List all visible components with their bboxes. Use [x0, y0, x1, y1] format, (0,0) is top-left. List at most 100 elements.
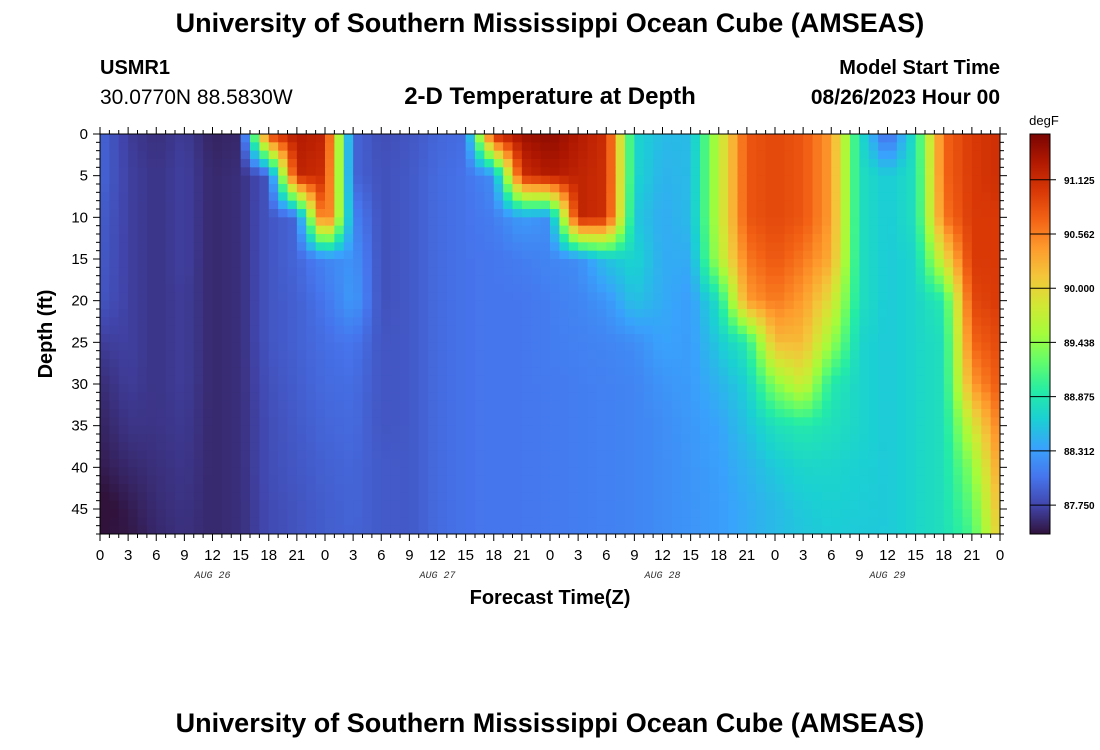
- heatmap-cell: [662, 184, 673, 193]
- heatmap-cell: [878, 309, 889, 318]
- heatmap-cell: [146, 384, 157, 393]
- heatmap-cell: [859, 375, 870, 385]
- heatmap-cell: [803, 292, 814, 302]
- heatmap-cell: [793, 234, 804, 243]
- heatmap-cell: [165, 300, 176, 310]
- heatmap-cell: [634, 450, 645, 460]
- heatmap-cell: [821, 525, 832, 534]
- heatmap-cell: [156, 150, 167, 160]
- heatmap-cell: [334, 400, 345, 410]
- heatmap-cell: [296, 134, 307, 143]
- heatmap-cell: [334, 442, 345, 452]
- heatmap-cell: [409, 150, 420, 160]
- heatmap-cell: [625, 342, 635, 352]
- heatmap-cell: [765, 217, 776, 227]
- heatmap-cell: [250, 417, 260, 427]
- heatmap-cell: [850, 142, 860, 152]
- heatmap-cell: [981, 467, 992, 477]
- heatmap-cell: [512, 134, 523, 143]
- heatmap-cell: [643, 325, 654, 335]
- heatmap-cell: [634, 459, 645, 468]
- heatmap-cell: [812, 259, 823, 268]
- heatmap-cell: [325, 234, 335, 243]
- heatmap-cell: [175, 284, 185, 293]
- heatmap-cell: [859, 467, 870, 477]
- heatmap-cell: [259, 200, 270, 210]
- heatmap-cell: [812, 484, 823, 493]
- heatmap-cell: [737, 284, 748, 293]
- heatmap-cell: [578, 259, 589, 268]
- heatmap-cell: [718, 309, 729, 318]
- heatmap-cell: [690, 325, 701, 335]
- heatmap-cell: [540, 517, 551, 527]
- heatmap-cell: [868, 509, 879, 518]
- heatmap-cell: [343, 225, 354, 235]
- heatmap-cell: [437, 342, 448, 352]
- heatmap-cell: [906, 417, 917, 427]
- heatmap-cell: [343, 392, 354, 402]
- heatmap-cell: [653, 434, 664, 443]
- heatmap-cell: [990, 425, 1000, 435]
- heatmap-cell: [859, 275, 870, 285]
- heatmap-cell: [971, 209, 982, 218]
- heatmap-cell: [325, 525, 335, 534]
- heatmap-cell: [990, 492, 1000, 502]
- heatmap-cell: [681, 417, 692, 427]
- heatmap-cell: [100, 200, 110, 210]
- heatmap-cell: [953, 192, 964, 202]
- heatmap-cell: [578, 142, 589, 152]
- heatmap-cell: [559, 392, 570, 402]
- heatmap-cell: [709, 484, 720, 493]
- heatmap-cell: [728, 134, 739, 143]
- heatmap-cell: [362, 142, 373, 152]
- heatmap-cell: [296, 359, 307, 368]
- heatmap-cell: [756, 484, 767, 493]
- heatmap-cell: [118, 492, 129, 502]
- heatmap-cell: [550, 209, 560, 218]
- heatmap-cell: [887, 409, 898, 418]
- heatmap-cell: [700, 484, 710, 493]
- heatmap-cell: [109, 509, 120, 518]
- heatmap-cell: [221, 175, 232, 185]
- heatmap-cell: [231, 325, 242, 335]
- heatmap-cell: [943, 192, 954, 202]
- heatmap-cell: [634, 325, 645, 335]
- heatmap-cell: [578, 267, 589, 277]
- heatmap-cell: [681, 500, 692, 510]
- heatmap-cell: [728, 484, 739, 493]
- heatmap-cell: [840, 492, 851, 502]
- heatmap-cell: [437, 475, 448, 485]
- heatmap-cell: [325, 467, 335, 477]
- heatmap-cell: [484, 217, 495, 227]
- heatmap-cell: [268, 234, 279, 243]
- heatmap-cell: [315, 509, 326, 518]
- heatmap-cell: [250, 250, 260, 260]
- heatmap-cell: [381, 525, 392, 534]
- heatmap-cell: [334, 334, 345, 343]
- heatmap-cell: [503, 525, 514, 534]
- heatmap-cell: [475, 267, 485, 277]
- heatmap-cell: [671, 192, 682, 202]
- heatmap-cell: [690, 317, 701, 327]
- heatmap-cell: [887, 375, 898, 385]
- heatmap-cell: [943, 175, 954, 185]
- heatmap-cell: [240, 275, 251, 285]
- heatmap-cell: [850, 234, 860, 243]
- heatmap-cell: [746, 375, 757, 385]
- heatmap-cell: [625, 434, 635, 443]
- heatmap-cell: [812, 434, 823, 443]
- heatmap-cell: [681, 375, 692, 385]
- heatmap-cell: [690, 375, 701, 385]
- heatmap-cell: [840, 417, 851, 427]
- heatmap-cell: [334, 275, 345, 285]
- heatmap-cell: [962, 334, 973, 343]
- heatmap-cell: [371, 300, 382, 310]
- heatmap-cell: [521, 342, 532, 352]
- heatmap-cell: [615, 525, 626, 534]
- heatmap-cell: [671, 200, 682, 210]
- heatmap-cell: [756, 400, 767, 410]
- heatmap-cell: [709, 234, 720, 243]
- heatmap-cell: [671, 234, 682, 243]
- heatmap-cell: [184, 184, 195, 193]
